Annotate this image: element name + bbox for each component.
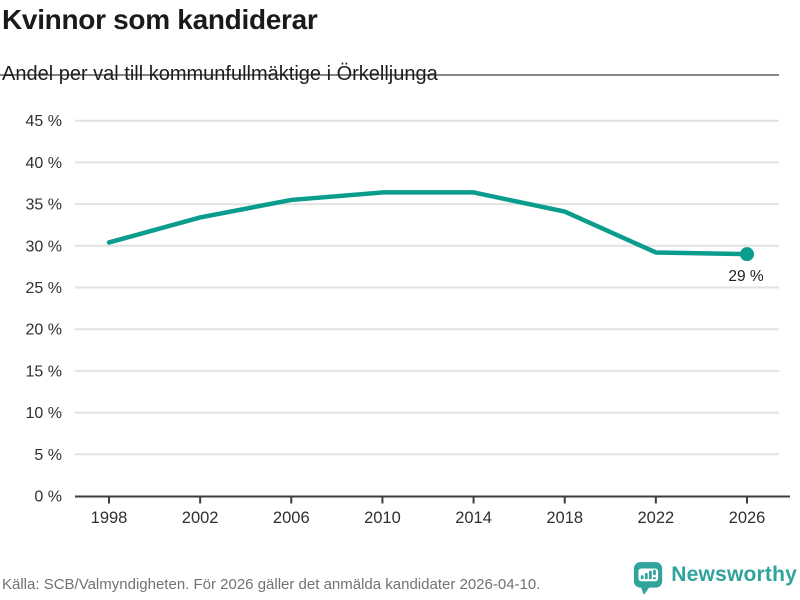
newsworthy-brand: Newsworthy [633,560,797,596]
x-tick-label: 2010 [364,509,401,527]
y-tick-label: 20 % [26,322,62,339]
x-axis [75,495,790,504]
x-axis-labels: 1998 2002 2006 2010 2014 2018 2022 2026 [91,509,766,527]
subtitle-divider-line [0,74,779,76]
newsworthy-logo-icon [634,561,663,595]
y-tick-label: 10 % [26,405,62,422]
x-tick-label: 2002 [182,509,219,527]
y-tick-label: 5 % [34,447,62,464]
x-tick-label: 2018 [546,509,583,527]
x-tick-label: 2014 [455,509,492,527]
x-tick-label: 2022 [637,509,674,527]
x-tick-label: 2006 [273,509,310,527]
y-tick-label: 0 % [34,489,62,506]
y-tick-label: 25 % [26,280,62,297]
y-tick-label: 15 % [26,363,62,380]
source-note: Källa: SCB/Valmyndigheten. För 2026 gäll… [2,576,541,593]
chart-title: Kvinnor som kandiderar [2,4,318,35]
x-tick-label: 2026 [729,509,766,527]
x-tick-label: 1998 [91,509,128,527]
chart-subtitle: Andel per val till kommunfullmäktige i Ö… [2,63,438,85]
y-tick-label: 30 % [26,238,62,255]
end-point-dot [740,247,754,262]
newsworthy-wordmark: Newsworthy [671,563,797,586]
y-tick-label: 40 % [26,155,62,172]
data-line [106,190,750,257]
gridlines [75,119,779,456]
y-axis-labels: 0 % 5 % 10 % 15 % 20 % 25 % 30 % 35 % 40 % 45 % [26,113,62,505]
end-value-label: 29 % [728,268,764,285]
y-tick-label: 35 % [26,197,62,214]
y-tick-label: 45 % [26,113,62,130]
